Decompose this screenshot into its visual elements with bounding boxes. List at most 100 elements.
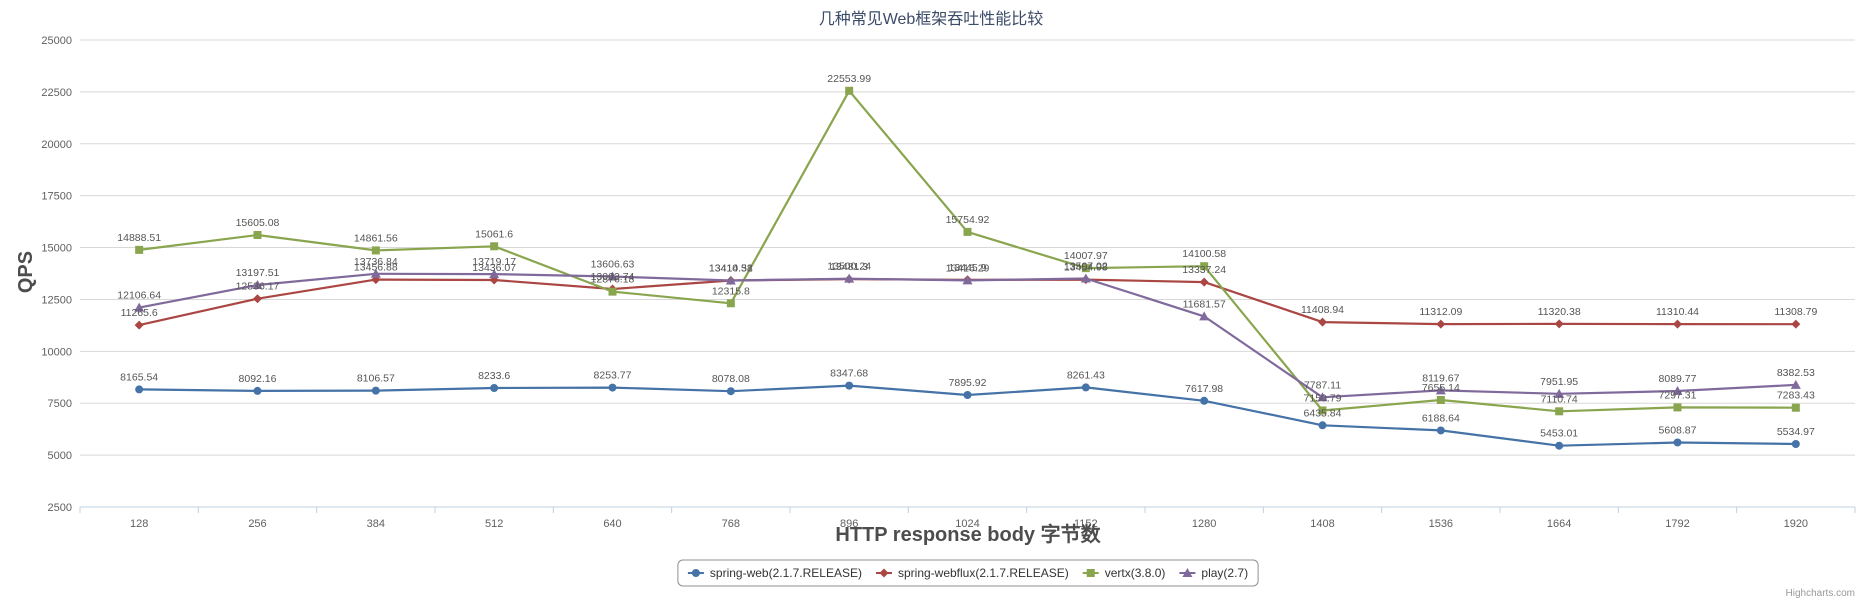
legend-marker[interactable] bbox=[691, 569, 700, 577]
data-point[interactable] bbox=[1318, 317, 1327, 327]
legend-item[interactable]: play(2.7) bbox=[1179, 566, 1248, 580]
data-point[interactable] bbox=[1436, 319, 1446, 329]
data-label: 8253.77 bbox=[594, 370, 632, 382]
data-label: 13606.63 bbox=[591, 258, 635, 270]
series-2 bbox=[135, 86, 1800, 416]
x-tick-label: 1280 bbox=[1192, 518, 1216, 530]
data-point[interactable] bbox=[489, 269, 500, 279]
grid: 2500 5000 7500 10000 12500 15000 17500 20000 225… bbox=[41, 35, 1855, 514]
data-point[interactable] bbox=[253, 294, 262, 304]
data-label: 13500.24 bbox=[827, 261, 871, 273]
data-point[interactable] bbox=[1318, 421, 1327, 430]
data-point[interactable] bbox=[608, 287, 617, 296]
data-point[interactable] bbox=[1672, 385, 1683, 395]
data-point[interactable] bbox=[608, 383, 617, 392]
data-point[interactable] bbox=[134, 320, 144, 330]
data-point[interactable] bbox=[370, 268, 381, 278]
data-label: 13507.02 bbox=[1064, 261, 1108, 273]
data-point[interactable] bbox=[1790, 379, 1801, 389]
data-point[interactable] bbox=[725, 275, 736, 285]
data-label: 8233.6 bbox=[478, 370, 510, 382]
y-tick-label: 25000 bbox=[41, 35, 72, 47]
data-label: 11681.57 bbox=[1183, 298, 1226, 310]
data-point[interactable] bbox=[1673, 319, 1682, 329]
legend-item[interactable]: spring-web(2.1.7.RELEASE) bbox=[687, 566, 862, 580]
data-point[interactable] bbox=[135, 245, 144, 254]
data-point[interactable] bbox=[845, 86, 854, 95]
data-point[interactable] bbox=[1791, 319, 1801, 329]
data-label: 6435.84 bbox=[1304, 407, 1342, 419]
data-point[interactable] bbox=[1436, 426, 1445, 435]
data-point[interactable] bbox=[1200, 396, 1209, 405]
data-point[interactable] bbox=[1436, 396, 1445, 405]
data-point[interactable] bbox=[1199, 277, 1209, 287]
data-point[interactable] bbox=[1435, 385, 1446, 395]
x-tick-label: 640 bbox=[603, 518, 621, 530]
y-tick-label: 5000 bbox=[48, 450, 72, 462]
data-point[interactable] bbox=[1673, 438, 1682, 447]
legend-label: spring-web(2.1.7.RELEASE) bbox=[710, 566, 862, 580]
y-tick-label: 2500 bbox=[48, 502, 72, 514]
data-label: 7655.14 bbox=[1422, 382, 1460, 394]
data-point[interactable] bbox=[1081, 264, 1090, 273]
legend-marker[interactable] bbox=[879, 568, 889, 578]
data-label: 7297.31 bbox=[1659, 389, 1697, 401]
y-tick-label: 12500 bbox=[41, 294, 72, 306]
data-point[interactable] bbox=[1554, 319, 1564, 329]
data-point[interactable] bbox=[1318, 406, 1327, 415]
legend-marker[interactable] bbox=[1086, 569, 1095, 577]
data-point[interactable] bbox=[845, 381, 854, 390]
data-point[interactable] bbox=[252, 279, 263, 289]
y-tick-label: 10000 bbox=[41, 346, 72, 358]
data-point[interactable] bbox=[962, 275, 973, 285]
data-label: 13454.98 bbox=[1064, 262, 1108, 274]
data-point[interactable] bbox=[1554, 388, 1565, 398]
data-point[interactable] bbox=[844, 273, 855, 283]
data-point[interactable] bbox=[253, 386, 262, 395]
data-point[interactable] bbox=[726, 299, 735, 308]
x-tick-label: 1792 bbox=[1665, 518, 1689, 530]
x-tick-label: 256 bbox=[248, 518, 266, 530]
data-point[interactable] bbox=[490, 383, 499, 392]
credits-text[interactable]: Highcharts.com bbox=[1786, 588, 1855, 599]
data-point[interactable] bbox=[963, 391, 972, 400]
data-label: 13410.38 bbox=[709, 263, 753, 275]
data-point[interactable] bbox=[1081, 383, 1090, 392]
x-tick-label: 128 bbox=[130, 518, 148, 530]
series-line[interactable] bbox=[138, 278, 1796, 327]
data-point[interactable] bbox=[1080, 273, 1091, 283]
data-point[interactable] bbox=[371, 246, 380, 255]
y-tick-label: 17500 bbox=[41, 191, 72, 203]
data-label: 8106.57 bbox=[357, 373, 395, 385]
data-point[interactable] bbox=[607, 271, 618, 281]
data-label: 13003.74 bbox=[591, 271, 635, 283]
data-label: 7283.43 bbox=[1777, 390, 1815, 402]
data-label: 7895.92 bbox=[949, 377, 987, 389]
series-line[interactable] bbox=[139, 89, 1796, 413]
legend-item[interactable]: vertx(3.8.0) bbox=[1082, 566, 1166, 580]
data-point[interactable] bbox=[1555, 407, 1564, 416]
legend-item[interactable]: spring-webflux(2.1.7.RELEASE) bbox=[875, 566, 1069, 580]
data-point[interactable] bbox=[1673, 403, 1682, 412]
data-point[interactable] bbox=[1200, 262, 1209, 271]
data-point[interactable] bbox=[371, 386, 380, 395]
y-tick-label: 7500 bbox=[48, 398, 72, 410]
data-point[interactable] bbox=[1791, 440, 1800, 449]
legend-marker[interactable] bbox=[1182, 568, 1193, 577]
data-label: 12876.18 bbox=[591, 274, 635, 286]
data-point[interactable] bbox=[134, 302, 145, 312]
data-point[interactable] bbox=[1199, 311, 1210, 321]
data-point[interactable] bbox=[1317, 392, 1328, 402]
data-point[interactable] bbox=[490, 242, 499, 251]
x-tick-label: 1408 bbox=[1310, 518, 1334, 530]
data-point[interactable] bbox=[1555, 441, 1564, 450]
data-point[interactable] bbox=[726, 387, 735, 396]
legend-label: spring-webflux(2.1.7.RELEASE) bbox=[898, 566, 1069, 580]
data-label: 15061.6 bbox=[475, 228, 513, 240]
data-point[interactable] bbox=[135, 385, 144, 394]
data-point[interactable] bbox=[253, 230, 262, 239]
data-point[interactable] bbox=[963, 227, 972, 236]
data-label: 13416.29 bbox=[946, 262, 990, 274]
data-label: 12536.17 bbox=[236, 281, 280, 293]
data-point[interactable] bbox=[1791, 403, 1800, 412]
